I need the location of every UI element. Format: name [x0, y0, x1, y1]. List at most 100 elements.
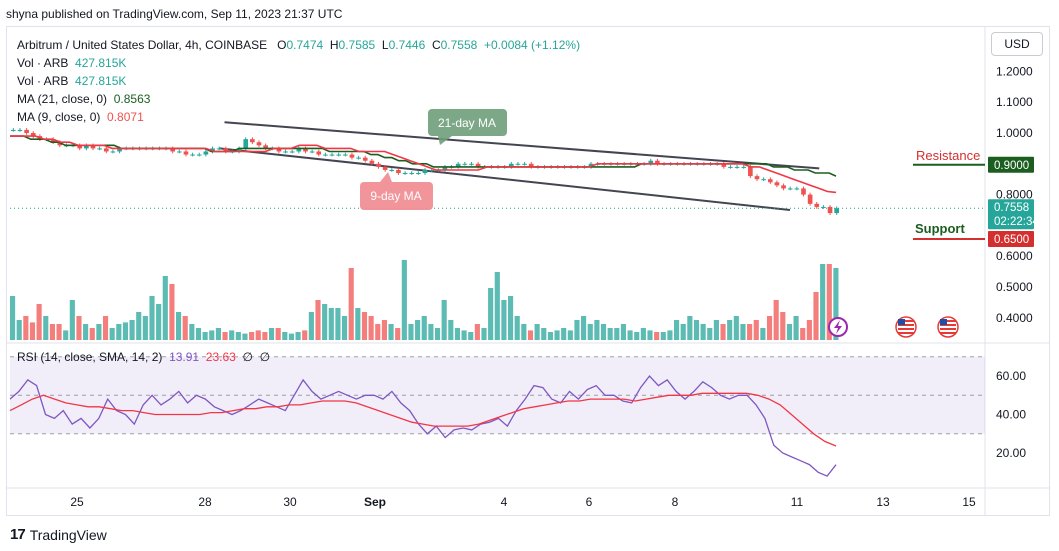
volume-label-2[interactable]: Vol · ARB [17, 74, 69, 88]
volume-bar [375, 324, 381, 340]
candle-body [263, 145, 268, 149]
candle-body [761, 179, 766, 181]
volume-bar [441, 300, 447, 340]
rsi-tick-label: 20.00 [996, 446, 1026, 460]
volume-bar [574, 320, 580, 340]
volume-bar [674, 320, 680, 340]
volume-row-2: Vol · ARB 427.815K [17, 72, 580, 90]
candle-body [30, 133, 36, 137]
rsi-null-2: ∅ [259, 350, 271, 364]
volume-bar [786, 324, 793, 340]
candle-body [528, 163, 534, 167]
tradingview-logo-text: TradingView [29, 526, 107, 543]
candle-body [243, 139, 249, 149]
tradingview-logo[interactable]: 17 TradingView [10, 526, 107, 543]
currency-button[interactable]: USD [991, 32, 1043, 56]
time-tick-label: 30 [283, 495, 297, 509]
volume-bar [408, 324, 414, 340]
volume-bar [833, 268, 839, 340]
volume-value-1: 427.815K [75, 56, 127, 70]
volume-bar [96, 324, 102, 340]
volume-bar [388, 324, 394, 340]
volume-bar [634, 332, 640, 340]
rsi-label[interactable]: RSI (14, close, SMA, 14, 2) [17, 350, 163, 364]
tradingview-logo-icon: 17 [10, 526, 26, 543]
flag-stripe [940, 320, 956, 322]
volume-bar [295, 332, 301, 340]
time-tick-label: Sep [364, 495, 386, 509]
volume-bar [806, 320, 812, 340]
volume-bar [381, 320, 387, 340]
rsi-value: 13.91 [169, 350, 200, 364]
candle-body [748, 166, 753, 177]
candle-body [389, 169, 395, 171]
volume-bar [368, 316, 374, 340]
volume-bar [182, 316, 188, 340]
high-label: H [329, 38, 339, 52]
ma9-label[interactable]: MA (9, close, 0) [17, 110, 101, 124]
candle-body [336, 154, 342, 156]
open-value: 0.7474 [286, 38, 324, 52]
candle-body [90, 145, 96, 149]
candle-body [309, 151, 315, 153]
candle-body [515, 163, 521, 165]
volume-bar [215, 328, 221, 340]
price-tick-label: 0.5000 [996, 280, 1033, 294]
volume-bar [23, 316, 29, 340]
volume-bar [195, 328, 202, 340]
ma9-callout-label: 9-day MA [370, 189, 421, 203]
volume-bar [36, 304, 42, 340]
volume-bar [773, 300, 779, 340]
candle-body [429, 169, 434, 171]
candle-body [349, 154, 355, 158]
low-label: L [381, 38, 389, 52]
volume-bar [607, 328, 613, 340]
candle-body [196, 154, 202, 156]
publish-caption: shyna published on TradingView.com, Sep … [6, 7, 343, 21]
flag-canton [898, 319, 905, 325]
time-tick-label: 4 [501, 495, 508, 509]
candle-body [416, 173, 421, 175]
time-tick-label: 28 [198, 495, 212, 509]
support-price-tag: 0.6500 [994, 234, 1029, 246]
volume-bar [348, 268, 354, 340]
volume-bar [627, 330, 633, 340]
candle-body [508, 163, 514, 167]
candle-body [734, 166, 740, 168]
volume-bar [255, 330, 261, 340]
candle-body [655, 160, 660, 164]
volume-bar [733, 316, 739, 340]
volume-bar [594, 320, 600, 340]
candle-body [787, 188, 793, 190]
volume-bar [541, 328, 547, 340]
symbol-title[interactable]: Arbitrum / United States Dollar, 4h, COI… [17, 38, 268, 52]
volume-bar [401, 260, 407, 340]
candle-body [216, 148, 222, 150]
candle-body [329, 154, 335, 156]
volume-bar [169, 284, 175, 340]
volume-bar [322, 304, 328, 340]
volume-bar [288, 333, 295, 340]
volume-bar [488, 288, 494, 340]
ma21-label[interactable]: MA (21, close, 0) [17, 92, 108, 106]
candle-body [794, 188, 800, 190]
volume-bar [680, 324, 686, 340]
volume-label-1[interactable]: Vol · ARB [17, 56, 69, 70]
volume-bar [43, 316, 49, 340]
volume-bar [395, 328, 401, 340]
volume-bar [89, 328, 95, 340]
flag-stripe [940, 328, 956, 330]
volume-bar [527, 330, 534, 340]
symbol-row: Arbitrum / United States Dollar, 4h, COI… [17, 36, 580, 54]
candle-body [834, 208, 840, 214]
price-tick-label: 1.0000 [996, 126, 1033, 140]
close-value: 0.7558 [440, 38, 478, 52]
candle-body [402, 173, 408, 175]
candle-body [382, 166, 388, 170]
candle-body [176, 151, 182, 153]
volume-bar [69, 300, 75, 340]
candle-body [296, 148, 302, 152]
volume-bar [56, 324, 62, 340]
current-price-tag: 0.7558 [994, 202, 1029, 214]
